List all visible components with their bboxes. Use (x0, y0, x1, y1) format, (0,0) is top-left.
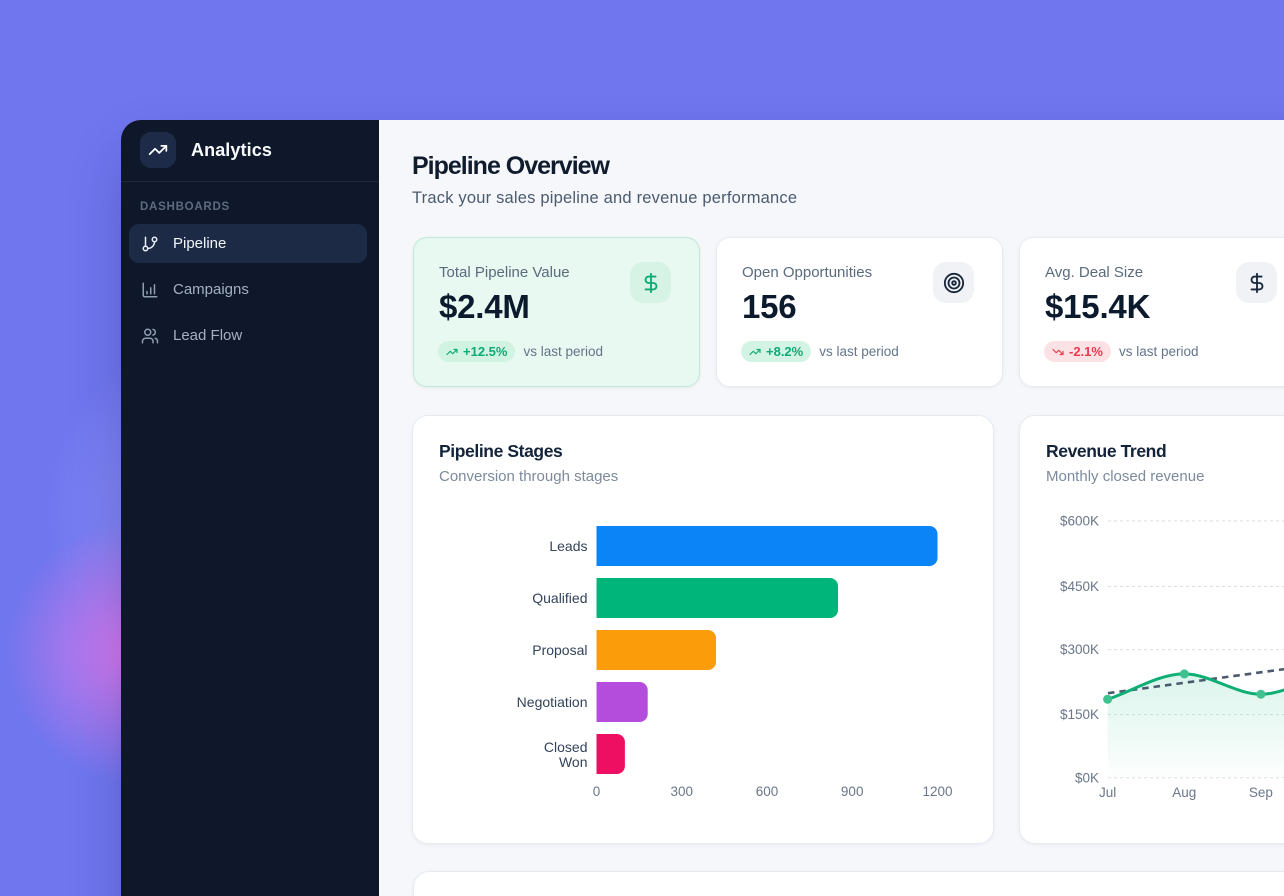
svg-text:$150K: $150K (1060, 707, 1099, 722)
svg-text:$300K: $300K (1060, 642, 1099, 657)
svg-text:Sep: Sep (1249, 785, 1273, 800)
svg-text:$600K: $600K (1060, 513, 1099, 528)
svg-text:$0K: $0K (1075, 770, 1099, 785)
svg-text:Proposal: Proposal (532, 642, 587, 658)
svg-text:Closed: Closed (544, 739, 588, 755)
svg-text:Qualified: Qualified (532, 590, 587, 606)
svg-text:600: 600 (756, 784, 779, 799)
svg-text:300: 300 (671, 784, 694, 799)
svg-text:Aug: Aug (1172, 785, 1196, 800)
svg-text:Negotiation: Negotiation (517, 694, 588, 710)
svg-text:900: 900 (841, 784, 864, 799)
svg-text:Won: Won (559, 754, 588, 770)
svg-text:Jul: Jul (1099, 785, 1116, 800)
svg-text:1200: 1200 (922, 784, 952, 799)
svg-text:Leads: Leads (549, 538, 587, 554)
svg-text:$450K: $450K (1060, 579, 1099, 594)
svg-text:0: 0 (593, 784, 601, 799)
